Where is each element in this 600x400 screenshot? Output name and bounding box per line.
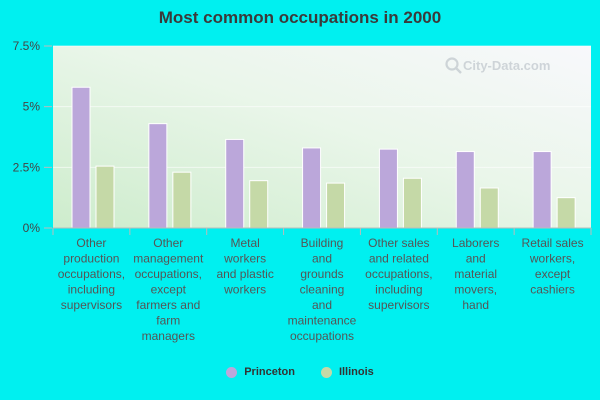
x-tick-label: Other sales and related occupations, includ… <box>365 236 432 312</box>
x-tick-label-line: Other <box>76 236 106 250</box>
legend-swatch <box>320 366 332 378</box>
x-tick-label: Retail sales workers, except cashiers <box>522 236 584 297</box>
x-tick-label: Metal workers and plastic workers <box>216 236 273 297</box>
watermark-text: City-Data.com <box>463 58 550 73</box>
magnifier-icon <box>445 57 459 71</box>
legend-swatch <box>226 366 238 378</box>
y-tick-label: 2.5% <box>13 160 41 174</box>
legend-item-illinois: Illinois <box>320 366 374 378</box>
x-tick-label-line: and related <box>369 252 429 266</box>
x-tick-label-line: except <box>151 283 187 297</box>
y-tick-label: 0% <box>23 221 41 235</box>
x-tick-label-line: material <box>454 267 497 281</box>
x-tick-label-line: production <box>63 252 119 266</box>
x-tick-label-line: supervisors <box>61 298 122 312</box>
x-tick-label-line: occupations, <box>58 267 125 281</box>
x-tick-label-line: including <box>68 283 115 297</box>
y-tick-label: 7.5% <box>13 39 41 53</box>
x-tick-label: Other management occupations, except farmers… <box>133 236 204 343</box>
x-tick-label-line: maintenance <box>288 314 357 328</box>
legend-item-princeton: Princeton <box>226 366 295 378</box>
x-tick-label-line: occupations <box>290 329 354 343</box>
x-tick-label-line: cashiers <box>530 283 575 297</box>
x-tick-label: Building and grounds cleaning and maintenance… <box>288 236 357 343</box>
x-tick-label-line: workers, <box>529 252 575 266</box>
x-tick-label-line: movers, <box>454 283 497 297</box>
bar-illinois-5 <box>479 187 499 229</box>
bar-illinois-4 <box>402 177 422 229</box>
bar-princeton-4 <box>378 148 398 229</box>
x-tick-label-line: workers <box>223 252 266 266</box>
legend-label: Princeton <box>244 366 295 378</box>
x-tick-label-line: and <box>466 252 486 266</box>
x-tick-label-line: workers <box>223 283 266 297</box>
bar-princeton-6 <box>532 151 552 229</box>
bar-princeton-3 <box>302 147 322 229</box>
x-tick-label-line: farmers and <box>136 298 200 312</box>
x-tick-label: Laborers and material movers, hand <box>452 236 499 312</box>
x-tick-label-line: supervisors <box>368 298 429 312</box>
bar-illinois-0 <box>95 165 115 229</box>
x-tick-label-line: occupations, <box>135 267 202 281</box>
x-tick-label-line: and plastic <box>216 267 273 281</box>
x-tick-label-line: grounds <box>300 267 343 281</box>
bar-princeton-0 <box>71 86 91 229</box>
bar-illinois-3 <box>326 182 346 229</box>
x-tick-label-line: farm <box>156 314 180 328</box>
x-tick-label-line: Building <box>301 236 344 250</box>
x-tick-label-line: Laborers <box>452 236 499 250</box>
x-tick-label-line: Metal <box>230 236 259 250</box>
x-tick-label-line: Other <box>153 236 183 250</box>
x-tick-label-line: including <box>375 283 422 297</box>
x-tick-label-line: Retail sales <box>522 236 584 250</box>
bar-illinois-2 <box>249 180 269 229</box>
x-tick-label-line: except <box>535 267 571 281</box>
bar-illinois-1 <box>172 171 192 229</box>
x-tick-label: Other production occupations, including supe… <box>58 236 125 312</box>
x-tick-label-line: cleaning <box>300 283 345 297</box>
legend: Princeton Illinois <box>0 366 600 378</box>
x-tick-label-line: occupations, <box>365 267 432 281</box>
x-tick-label-line: hand <box>462 298 489 312</box>
x-tick-label-line: management <box>133 252 204 266</box>
magnifier-handle <box>455 67 462 74</box>
x-tick-label-line: and <box>312 298 332 312</box>
chart-title: Most common occupations in 2000 <box>158 8 442 27</box>
x-tick-label-line: Other sales <box>368 236 429 250</box>
plot-area <box>53 46 591 228</box>
bar-princeton-1 <box>148 123 168 229</box>
x-tick-label-line: managers <box>142 329 195 343</box>
y-tick-label: 5% <box>23 100 41 114</box>
bar-princeton-2 <box>225 138 245 229</box>
watermark: City-Data.com <box>445 57 550 74</box>
bar-illinois-6 <box>556 197 576 229</box>
bar-princeton-5 <box>455 151 475 229</box>
x-tick-label-line: and <box>312 252 332 266</box>
legend-label: Illinois <box>338 366 374 378</box>
